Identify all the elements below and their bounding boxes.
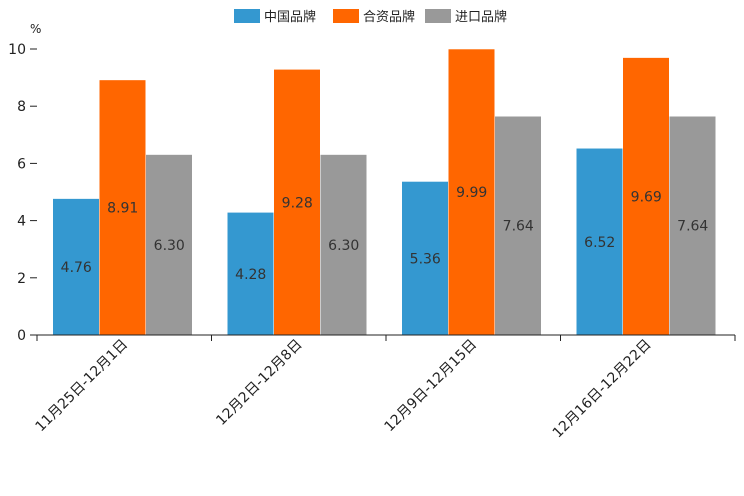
legend-label: 中国品牌	[264, 9, 316, 25]
y-tick-label: 4	[17, 214, 26, 230]
x-tick-label: 11月25日-12月1日	[33, 337, 132, 436]
data-label: 5.36	[410, 251, 441, 267]
bar	[576, 148, 623, 335]
bars	[53, 49, 716, 336]
bar	[448, 49, 495, 335]
y-tick-label: 6	[17, 156, 26, 172]
data-label: 6.52	[584, 235, 615, 251]
data-label: 9.99	[456, 185, 487, 201]
y-axis: 0 2 4 6 8 10	[8, 42, 37, 344]
y-tick-label: 2	[17, 271, 26, 287]
y-tick-label: 8	[17, 99, 26, 115]
bar	[99, 80, 146, 335]
legend-swatch	[234, 9, 260, 23]
bar	[623, 57, 669, 336]
x-tick-label: 12月9日-12月15日	[382, 337, 481, 436]
data-label: 8.91	[107, 201, 138, 217]
bar	[274, 69, 320, 335]
x-tick-label: 12月2日-12月8日	[213, 337, 305, 429]
legend-label: 合资品牌	[363, 9, 415, 25]
data-label: 4.76	[61, 260, 92, 276]
y-tick-label: 0	[17, 328, 26, 344]
bar	[495, 116, 541, 335]
data-label: 6.30	[328, 238, 359, 254]
legend-swatch	[333, 9, 359, 23]
data-label: 7.64	[503, 219, 534, 235]
y-axis-unit-label: %	[30, 22, 41, 36]
legend-swatch	[425, 9, 451, 23]
bar	[146, 154, 192, 335]
bar	[402, 181, 448, 335]
bar	[320, 154, 367, 335]
y-tick-label: 10	[8, 42, 26, 58]
data-label: 9.28	[282, 195, 313, 211]
x-tick-label: 12月16日-12月22日	[550, 337, 655, 442]
data-label: 4.28	[235, 267, 266, 283]
legend-label: 进口品牌	[455, 9, 507, 25]
data-label: 6.30	[154, 238, 185, 254]
bar	[669, 116, 716, 335]
data-labels: 4.76 8.91 6.30 4.28 9.28 6.30 5.36 9.99 7.64 6.52…	[61, 185, 709, 283]
legend: 中国品牌 合资品牌 进口品牌	[234, 9, 507, 25]
bar	[53, 198, 99, 335]
data-label: 9.69	[631, 189, 662, 205]
data-label: 7.64	[677, 219, 708, 235]
bar	[227, 212, 274, 335]
x-axis: 11月25日-12月1日 12月2日-12月8日 12月9日-12月15日 12月16…	[33, 335, 736, 442]
